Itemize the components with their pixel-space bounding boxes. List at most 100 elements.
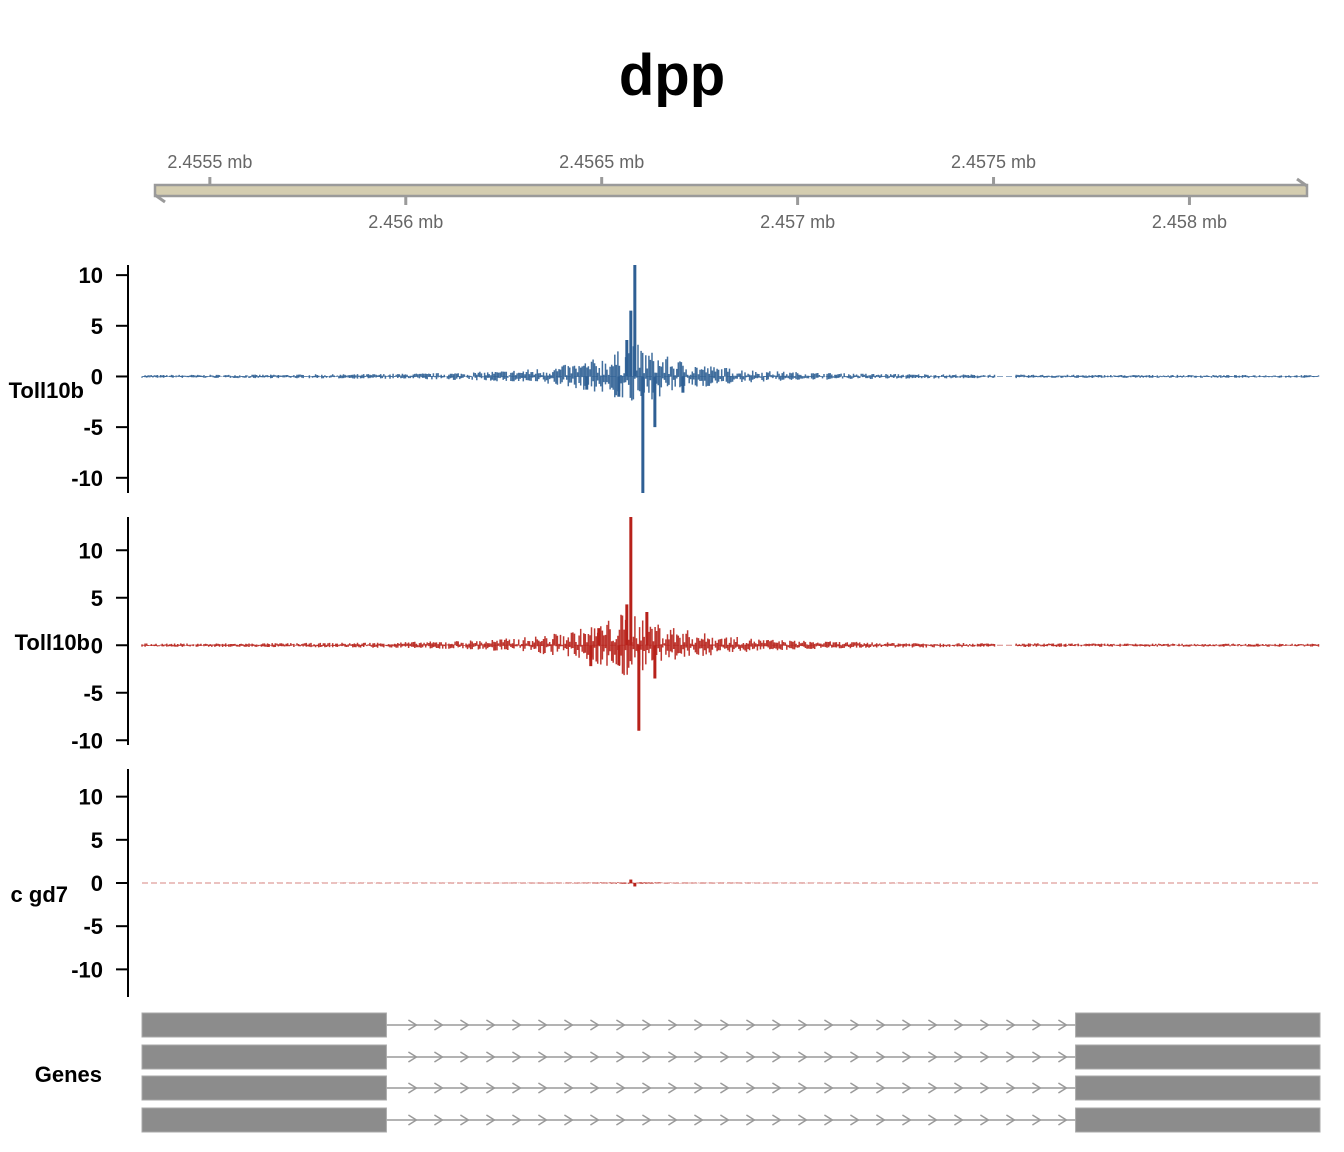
strand-arrow-icon: [616, 1019, 626, 1031]
strand-arrow-icon: [980, 1051, 990, 1063]
strand-arrow-icon: [642, 1051, 652, 1063]
strand-arrow-icon: [954, 1051, 964, 1063]
strand-arrow-icon: [772, 1082, 782, 1094]
strand-arrow-icon: [720, 1051, 730, 1063]
axis-arrow-left: [154, 193, 166, 204]
strand-arrow-icon: [564, 1082, 574, 1094]
transcript: [141, 1075, 1321, 1101]
strand-arrow-icon: [746, 1114, 756, 1126]
y-axis-tick-label: 0: [91, 871, 103, 896]
axis-tick-label: 2.457 mb: [760, 212, 835, 232]
y-axis-tick-label: 10: [79, 538, 103, 563]
signal-noise: [141, 344, 1320, 401]
strand-arrow-icon: [1058, 1114, 1068, 1126]
axis-tick-label: 2.4565 mb: [559, 152, 644, 172]
track-label: c gd7: [11, 882, 68, 907]
strand-arrow-icon: [668, 1019, 678, 1031]
strand-arrow-icon: [434, 1019, 444, 1031]
track-gd7: c gd7 10 5 0 -5 -10: [11, 769, 1320, 997]
strand-arrow-icon: [772, 1114, 782, 1126]
strand-arrow-icon: [694, 1114, 704, 1126]
strand-arrow-icon: [668, 1051, 678, 1063]
strand-arrow-icon: [694, 1019, 704, 1031]
strand-arrow-icon: [590, 1019, 600, 1031]
strand-arrow-icon: [642, 1082, 652, 1094]
strand-arrow-icon: [434, 1051, 444, 1063]
strand-arrow-icon: [512, 1019, 522, 1031]
exon-block: [141, 1012, 387, 1038]
strand-arrow-icon: [824, 1114, 834, 1126]
strand-arrow-icon: [694, 1082, 704, 1094]
strand-arrow-icon: [590, 1051, 600, 1063]
y-axis-tick-label: 0: [91, 364, 103, 389]
strand-arrow-icon: [538, 1114, 548, 1126]
strand-arrow-icon: [538, 1051, 548, 1063]
strand-arrow-icon: [850, 1019, 860, 1031]
strand-arrow-icon: [876, 1019, 886, 1031]
strand-arrow-icon: [798, 1019, 808, 1031]
strand-arrow-icon: [564, 1019, 574, 1031]
strand-arrow-icon: [408, 1114, 418, 1126]
strand-arrow-icon: [798, 1082, 808, 1094]
strand-arrow-icon: [1006, 1114, 1016, 1126]
strand-arrow-icon: [1006, 1019, 1016, 1031]
strand-arrow-icon: [1032, 1051, 1042, 1063]
strand-arrow-icon: [824, 1082, 834, 1094]
track-label: Toll10b: [15, 630, 90, 655]
strand-arrow-icon: [980, 1019, 990, 1031]
strand-arrow-icon: [954, 1019, 964, 1031]
y-axis-tick-label: 10: [79, 263, 103, 288]
y-axis-tick-label: -5: [83, 914, 103, 939]
strand-arrow-icon: [486, 1114, 496, 1126]
track-label: Toll10b: [9, 378, 84, 403]
strand-arrow-icon: [408, 1019, 418, 1031]
strand-arrow-icon: [954, 1114, 964, 1126]
strand-arrow-icon: [1006, 1082, 1016, 1094]
strand-arrow-icon: [616, 1082, 626, 1094]
strand-arrow-icon: [460, 1019, 470, 1031]
y-axis-tick-label: 5: [91, 314, 103, 339]
axis-arrow-right: [1296, 177, 1308, 188]
transcript: [141, 1107, 1321, 1133]
track-toll10b-red: Toll10b 10 5 0 -5 -10: [15, 517, 1320, 753]
strand-arrow-icon: [1058, 1051, 1068, 1063]
axis-bar: [153, 183, 1309, 198]
gene-track: Genes: [35, 1012, 1321, 1133]
strand-arrow-icon: [460, 1051, 470, 1063]
strand-arrow-icon: [798, 1114, 808, 1126]
strand-arrow-icon: [1058, 1082, 1068, 1094]
y-axis-tick-label: -10: [71, 728, 103, 753]
strand-arrow-icon: [798, 1051, 808, 1063]
strand-arrow-icon: [1032, 1082, 1042, 1094]
strand-arrow-icon: [1032, 1114, 1042, 1126]
strand-arrow-icon: [824, 1019, 834, 1031]
strand-arrow-icon: [642, 1114, 652, 1126]
strand-arrow-icon: [1006, 1051, 1016, 1063]
strand-arrow-icon: [434, 1114, 444, 1126]
strand-arrow-icon: [746, 1019, 756, 1031]
strand-arrow-icon: [434, 1082, 444, 1094]
strand-arrow-icon: [902, 1082, 912, 1094]
y-axis-tick-label: -5: [83, 415, 103, 440]
y-axis-tick-label: -10: [71, 957, 103, 982]
y-axis-tick-label: -5: [83, 681, 103, 706]
strand-arrow-icon: [850, 1114, 860, 1126]
strand-arrow-icon: [564, 1114, 574, 1126]
transcript: [141, 1012, 1321, 1038]
strand-arrow-icon: [876, 1051, 886, 1063]
chart-title: dpp: [619, 43, 725, 108]
strand-arrow-icon: [590, 1082, 600, 1094]
strand-arrow-icon: [538, 1082, 548, 1094]
strand-arrow-icon: [616, 1051, 626, 1063]
strand-arrow-icon: [824, 1051, 834, 1063]
y-axis-tick-label: 5: [91, 828, 103, 853]
strand-arrow-icon: [720, 1114, 730, 1126]
strand-arrow-icon: [616, 1114, 626, 1126]
axis-tick-label: 2.4555 mb: [167, 152, 252, 172]
strand-arrow-icon: [772, 1051, 782, 1063]
strand-arrow-icon: [954, 1082, 964, 1094]
exon-block: [1075, 1075, 1321, 1101]
strand-arrow-icon: [928, 1019, 938, 1031]
strand-arrow-icon: [876, 1114, 886, 1126]
